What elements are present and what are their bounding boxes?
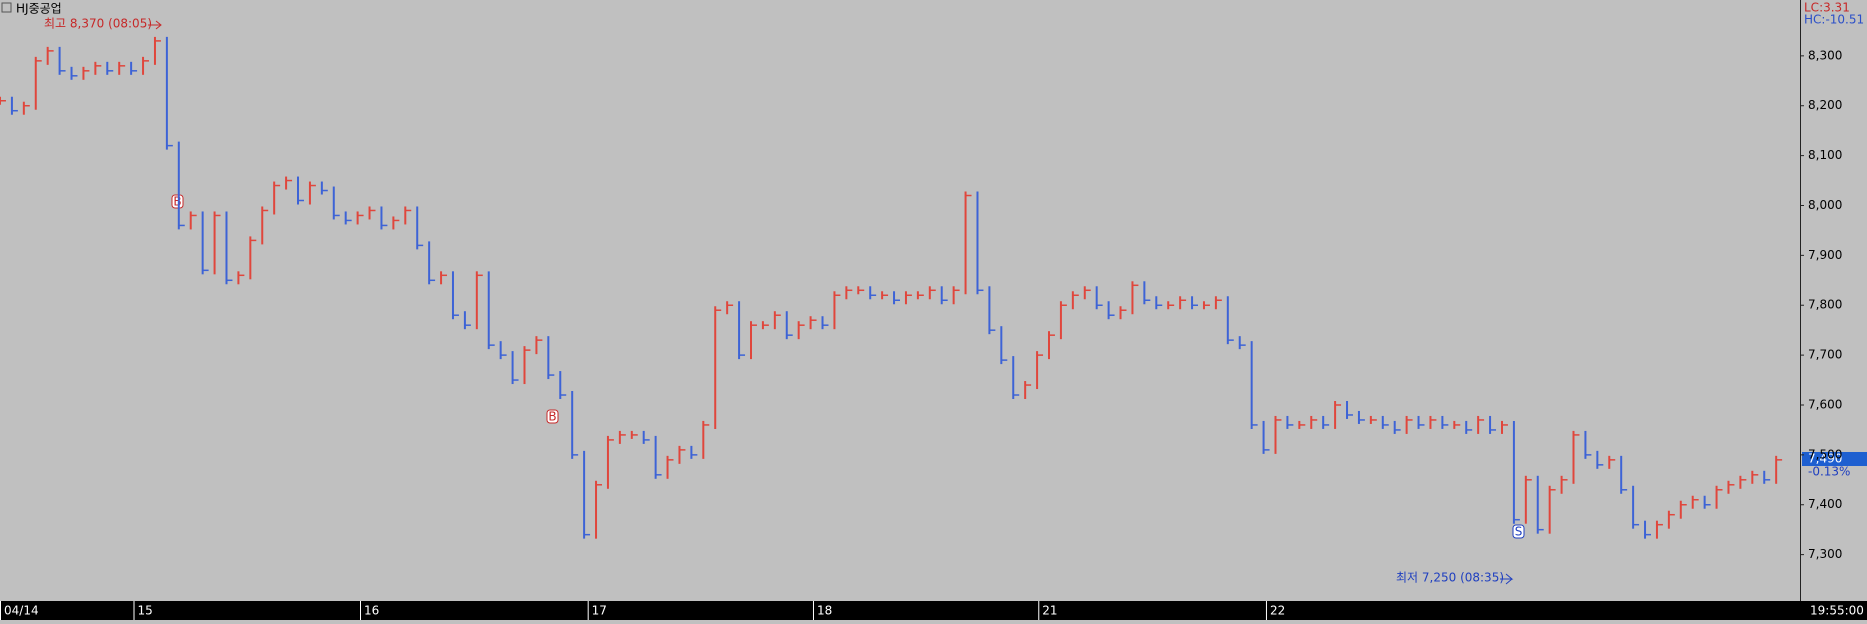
y-tick-label: 7,800 [1808, 298, 1842, 312]
signal: B [546, 409, 559, 424]
high-note: 최고 8,370 (08:05) [44, 17, 152, 31]
y-tick-label: 7,600 [1808, 397, 1842, 411]
last-price: 7,490 [1808, 452, 1842, 466]
low-note: 최저 7,250 (08:35) [1396, 571, 1504, 585]
high-arrow [148, 20, 162, 30]
x-tick-label: 16 [364, 604, 379, 618]
low-arrow [1500, 573, 1514, 585]
signal-label: S [1515, 525, 1523, 539]
last-price-box [1802, 452, 1867, 466]
y-tick-label: 8,100 [1808, 148, 1842, 162]
y-tick-label: 8,000 [1808, 198, 1842, 212]
time-label: 19:55:00 [1810, 604, 1864, 618]
x-tick-label: 15 [138, 604, 153, 618]
signal-label: B [548, 410, 556, 424]
x-tick-label: 21 [1042, 604, 1057, 618]
signal-label: B [173, 195, 181, 209]
x-tick-label: 18 [817, 604, 832, 618]
signal: S [1512, 524, 1525, 539]
y-tick-label: 7,700 [1808, 348, 1842, 362]
x-tick-label: 22 [1270, 604, 1285, 618]
y-tick-label: 8,200 [1808, 98, 1842, 112]
y-tick-label: 8,300 [1808, 48, 1842, 62]
y-tick-label: 7,400 [1808, 497, 1842, 511]
y-tick-label: 7,500 [1808, 447, 1842, 461]
title: HJ중공업 [16, 2, 62, 16]
x-tick-label: 17 [592, 604, 607, 618]
y-tick-label: 7,900 [1808, 248, 1842, 262]
x-axis-bar [0, 601, 1867, 620]
last-change: -0.13% [1808, 465, 1850, 479]
indicator: HC:-10.51 [1804, 13, 1864, 27]
indicator: LC:3.31 [1804, 1, 1850, 15]
signal: B [171, 194, 184, 209]
y-tick-label: 7,300 [1808, 547, 1842, 561]
x-tick-label: 04/14 [4, 604, 39, 618]
title-icon [1, 2, 12, 13]
